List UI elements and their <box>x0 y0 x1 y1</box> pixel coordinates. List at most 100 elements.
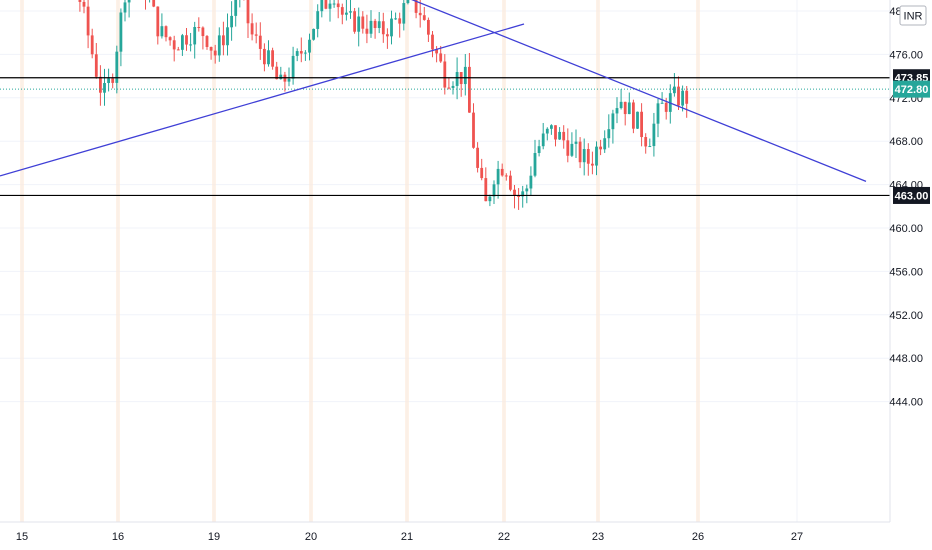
candle-body <box>480 167 484 179</box>
y-tick-label: 448.00 <box>889 353 923 365</box>
candle <box>324 0 328 10</box>
y-tick-label: 456.00 <box>889 266 923 278</box>
candle <box>591 151 594 175</box>
candle <box>115 45 119 94</box>
candle-body <box>529 175 533 189</box>
horizontal-levels[interactable] <box>0 0 890 197</box>
candle-body <box>369 20 373 34</box>
price-axis[interactable]: 444.00448.00452.00456.00460.00464.00468.… <box>889 0 923 409</box>
candle <box>521 185 525 208</box>
candle <box>488 194 492 207</box>
candle <box>267 40 270 67</box>
candle-body <box>492 184 496 197</box>
session-separator <box>20 0 24 522</box>
candle-body <box>541 133 545 147</box>
candle-body <box>168 37 172 41</box>
candle-body <box>201 27 205 37</box>
candle-body <box>373 20 377 29</box>
candle <box>156 6 160 45</box>
candle-body <box>402 3 406 24</box>
candle-body <box>94 54 98 77</box>
candle-body <box>570 143 574 156</box>
candle-body <box>86 6 90 36</box>
candle <box>381 12 385 43</box>
candle-body <box>607 129 611 139</box>
candle-body <box>443 61 447 88</box>
candle-body <box>172 40 176 50</box>
candle-body <box>205 36 209 47</box>
candle-body <box>189 44 192 46</box>
candle-body <box>365 28 369 34</box>
candle-body <box>308 39 311 53</box>
x-tick-label: 27 <box>791 531 803 543</box>
candle <box>422 6 426 21</box>
candle-body <box>603 138 607 150</box>
candle <box>390 10 393 45</box>
candle <box>353 8 356 34</box>
candle <box>299 37 303 63</box>
candle <box>373 18 377 39</box>
candle-body <box>160 26 164 37</box>
candle <box>500 163 504 177</box>
candle-body <box>258 35 262 49</box>
candle-body <box>345 12 348 15</box>
currency-badge[interactable]: INR <box>899 5 927 26</box>
candle-body <box>673 86 676 94</box>
session-separator <box>696 0 700 522</box>
trendline-ascending[interactable] <box>0 23 525 177</box>
candle-body <box>381 21 385 35</box>
candle-body <box>127 0 131 3</box>
candle-body <box>320 0 324 12</box>
candle-body <box>566 140 570 156</box>
candle <box>541 122 545 150</box>
candle <box>185 27 188 51</box>
candle-body <box>107 78 110 84</box>
candle <box>402 0 406 31</box>
candle <box>258 22 262 60</box>
candle <box>291 46 295 85</box>
candle-body <box>156 6 160 37</box>
candle-body <box>660 102 664 104</box>
candle <box>554 125 557 147</box>
trendline-descending[interactable] <box>115 0 867 182</box>
candle <box>586 143 590 176</box>
candle <box>681 85 684 112</box>
y-tick-label: 476.00 <box>889 49 923 61</box>
candle <box>607 114 611 148</box>
x-tick-label: 19 <box>208 531 220 543</box>
session-separator <box>502 0 506 522</box>
candle <box>193 21 197 59</box>
candle-body <box>431 34 434 50</box>
candle-body <box>455 72 459 86</box>
session-separator <box>116 0 120 522</box>
candle-body <box>291 55 295 79</box>
candle-body <box>636 111 639 129</box>
candle-body <box>500 168 504 176</box>
candle-body <box>578 141 582 163</box>
candle <box>496 160 500 199</box>
trendlines[interactable] <box>0 0 867 182</box>
candle <box>316 4 320 38</box>
candle-body <box>488 196 492 202</box>
candle-body <box>521 191 525 197</box>
candle-body <box>78 0 82 2</box>
y-tick-label: 452.00 <box>889 310 923 322</box>
candle <box>513 184 516 209</box>
candle-body <box>640 111 643 138</box>
candle-body <box>632 102 635 129</box>
time-axis[interactable]: 15 16 19 20 21 22 23 26 27 <box>16 531 803 543</box>
candle-body <box>336 3 340 8</box>
candle-body <box>525 188 529 192</box>
candle-body <box>295 51 299 56</box>
candle-body <box>353 11 356 32</box>
candle-body <box>357 16 361 32</box>
candle <box>504 173 508 181</box>
candle-body <box>316 11 320 29</box>
x-tick-label: 26 <box>692 531 704 543</box>
candle-body <box>685 90 689 104</box>
x-tick-label: 20 <box>305 531 317 543</box>
candle <box>340 3 344 25</box>
candle <box>152 0 156 8</box>
candle-body <box>414 0 418 13</box>
